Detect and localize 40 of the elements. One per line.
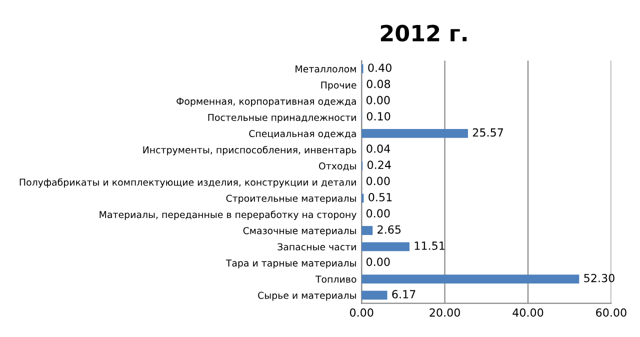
bar xyxy=(362,242,410,252)
y-tick-label: Сырье и материалы xyxy=(258,292,356,301)
y-tick-label: Строительные материалы xyxy=(226,194,356,204)
data-label: 0.40 xyxy=(368,64,392,72)
data-label: 6.17 xyxy=(392,290,416,298)
data-label: 25.57 xyxy=(472,128,503,137)
data-label: 11.51 xyxy=(414,242,444,250)
data-label: 0.08 xyxy=(366,80,390,88)
bar xyxy=(362,274,580,284)
y-tick-label: Форменная, корпоративная одежда xyxy=(176,98,356,107)
y-tick-label: Запасные части xyxy=(278,243,356,250)
y-tick-label: Полуфабрикаты и комплектующие изделия, конструкции и детали xyxy=(20,178,356,188)
bar xyxy=(362,129,468,138)
x-tick-label: 0.00 xyxy=(350,308,374,317)
bar xyxy=(362,226,373,235)
y-tick-label: Постельные принадлежности xyxy=(208,114,356,123)
data-label: 0.24 xyxy=(368,160,391,170)
y-tick-label: Металлолом xyxy=(296,65,356,72)
data-label: 52.30 xyxy=(584,274,614,282)
bar xyxy=(362,290,388,300)
chart-title: 2012 г. xyxy=(380,24,467,42)
y-tick-label: Топливо xyxy=(315,276,356,283)
data-label: 0.00 xyxy=(366,176,390,186)
data-label: 2.65 xyxy=(378,225,401,234)
data-label: 0.10 xyxy=(366,112,390,120)
data-label: 0.00 xyxy=(366,96,390,104)
y-tick-label: Инструменты, приспособления, инвентарь xyxy=(143,146,356,156)
y-tick-label: Отходы xyxy=(318,162,356,171)
data-label: 0.04 xyxy=(366,144,390,153)
y-tick-label: Материалы, переданные в переработку на сторону xyxy=(100,210,356,220)
data-label: 0.00 xyxy=(366,258,390,266)
y-tick-label: Тара и тарные материалы xyxy=(226,260,356,268)
data-label: 0.00 xyxy=(366,209,390,218)
x-tick-label: 40.00 xyxy=(512,308,544,317)
y-tick-label: Прочие xyxy=(321,82,356,90)
data-label: 0.51 xyxy=(368,192,392,202)
x-tick-label: 20.00 xyxy=(430,308,460,317)
y-tick-label: Смазочные материалы xyxy=(243,227,356,236)
y-tick-label: Специальная одежда xyxy=(249,130,356,138)
x-tick-label: 60.00 xyxy=(596,308,626,317)
